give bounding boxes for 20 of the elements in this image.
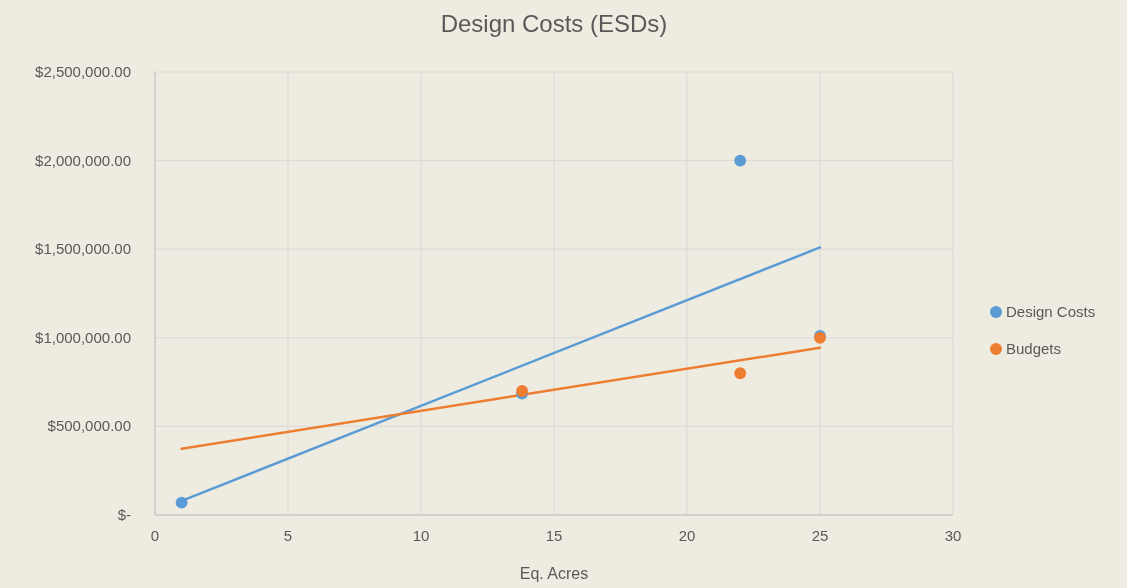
y-tick-label: $2,000,000.00 — [35, 151, 131, 169]
x-tick-label: 5 — [283, 527, 293, 544]
point — [734, 367, 747, 380]
legend-label: Budgets — [1006, 340, 1062, 357]
x-tick-label: 20 — [678, 527, 696, 544]
y-tick-label: $1,500,000.00 — [35, 240, 131, 258]
chart-title: Design Costs (ESDs) — [440, 10, 668, 37]
point — [734, 154, 747, 167]
y-tick-label: $1,000,000.00 — [35, 328, 131, 346]
x-tick-label: 30 — [944, 527, 962, 544]
x-tick-label: 25 — [811, 527, 829, 544]
point — [175, 496, 188, 509]
x-tick-label: 0 — [150, 527, 160, 544]
y-tick-label: $- — [117, 506, 131, 523]
x-axis-title: Eq. Acres — [519, 565, 589, 582]
x-tick-label: 15 — [545, 527, 563, 544]
legend-label: Design Costs — [1006, 303, 1096, 320]
x-tick-label: 10 — [412, 527, 430, 544]
y-tick-label: $500,000.00 — [47, 417, 131, 435]
y-tick-label: $2,500,000.00 — [35, 63, 131, 80]
